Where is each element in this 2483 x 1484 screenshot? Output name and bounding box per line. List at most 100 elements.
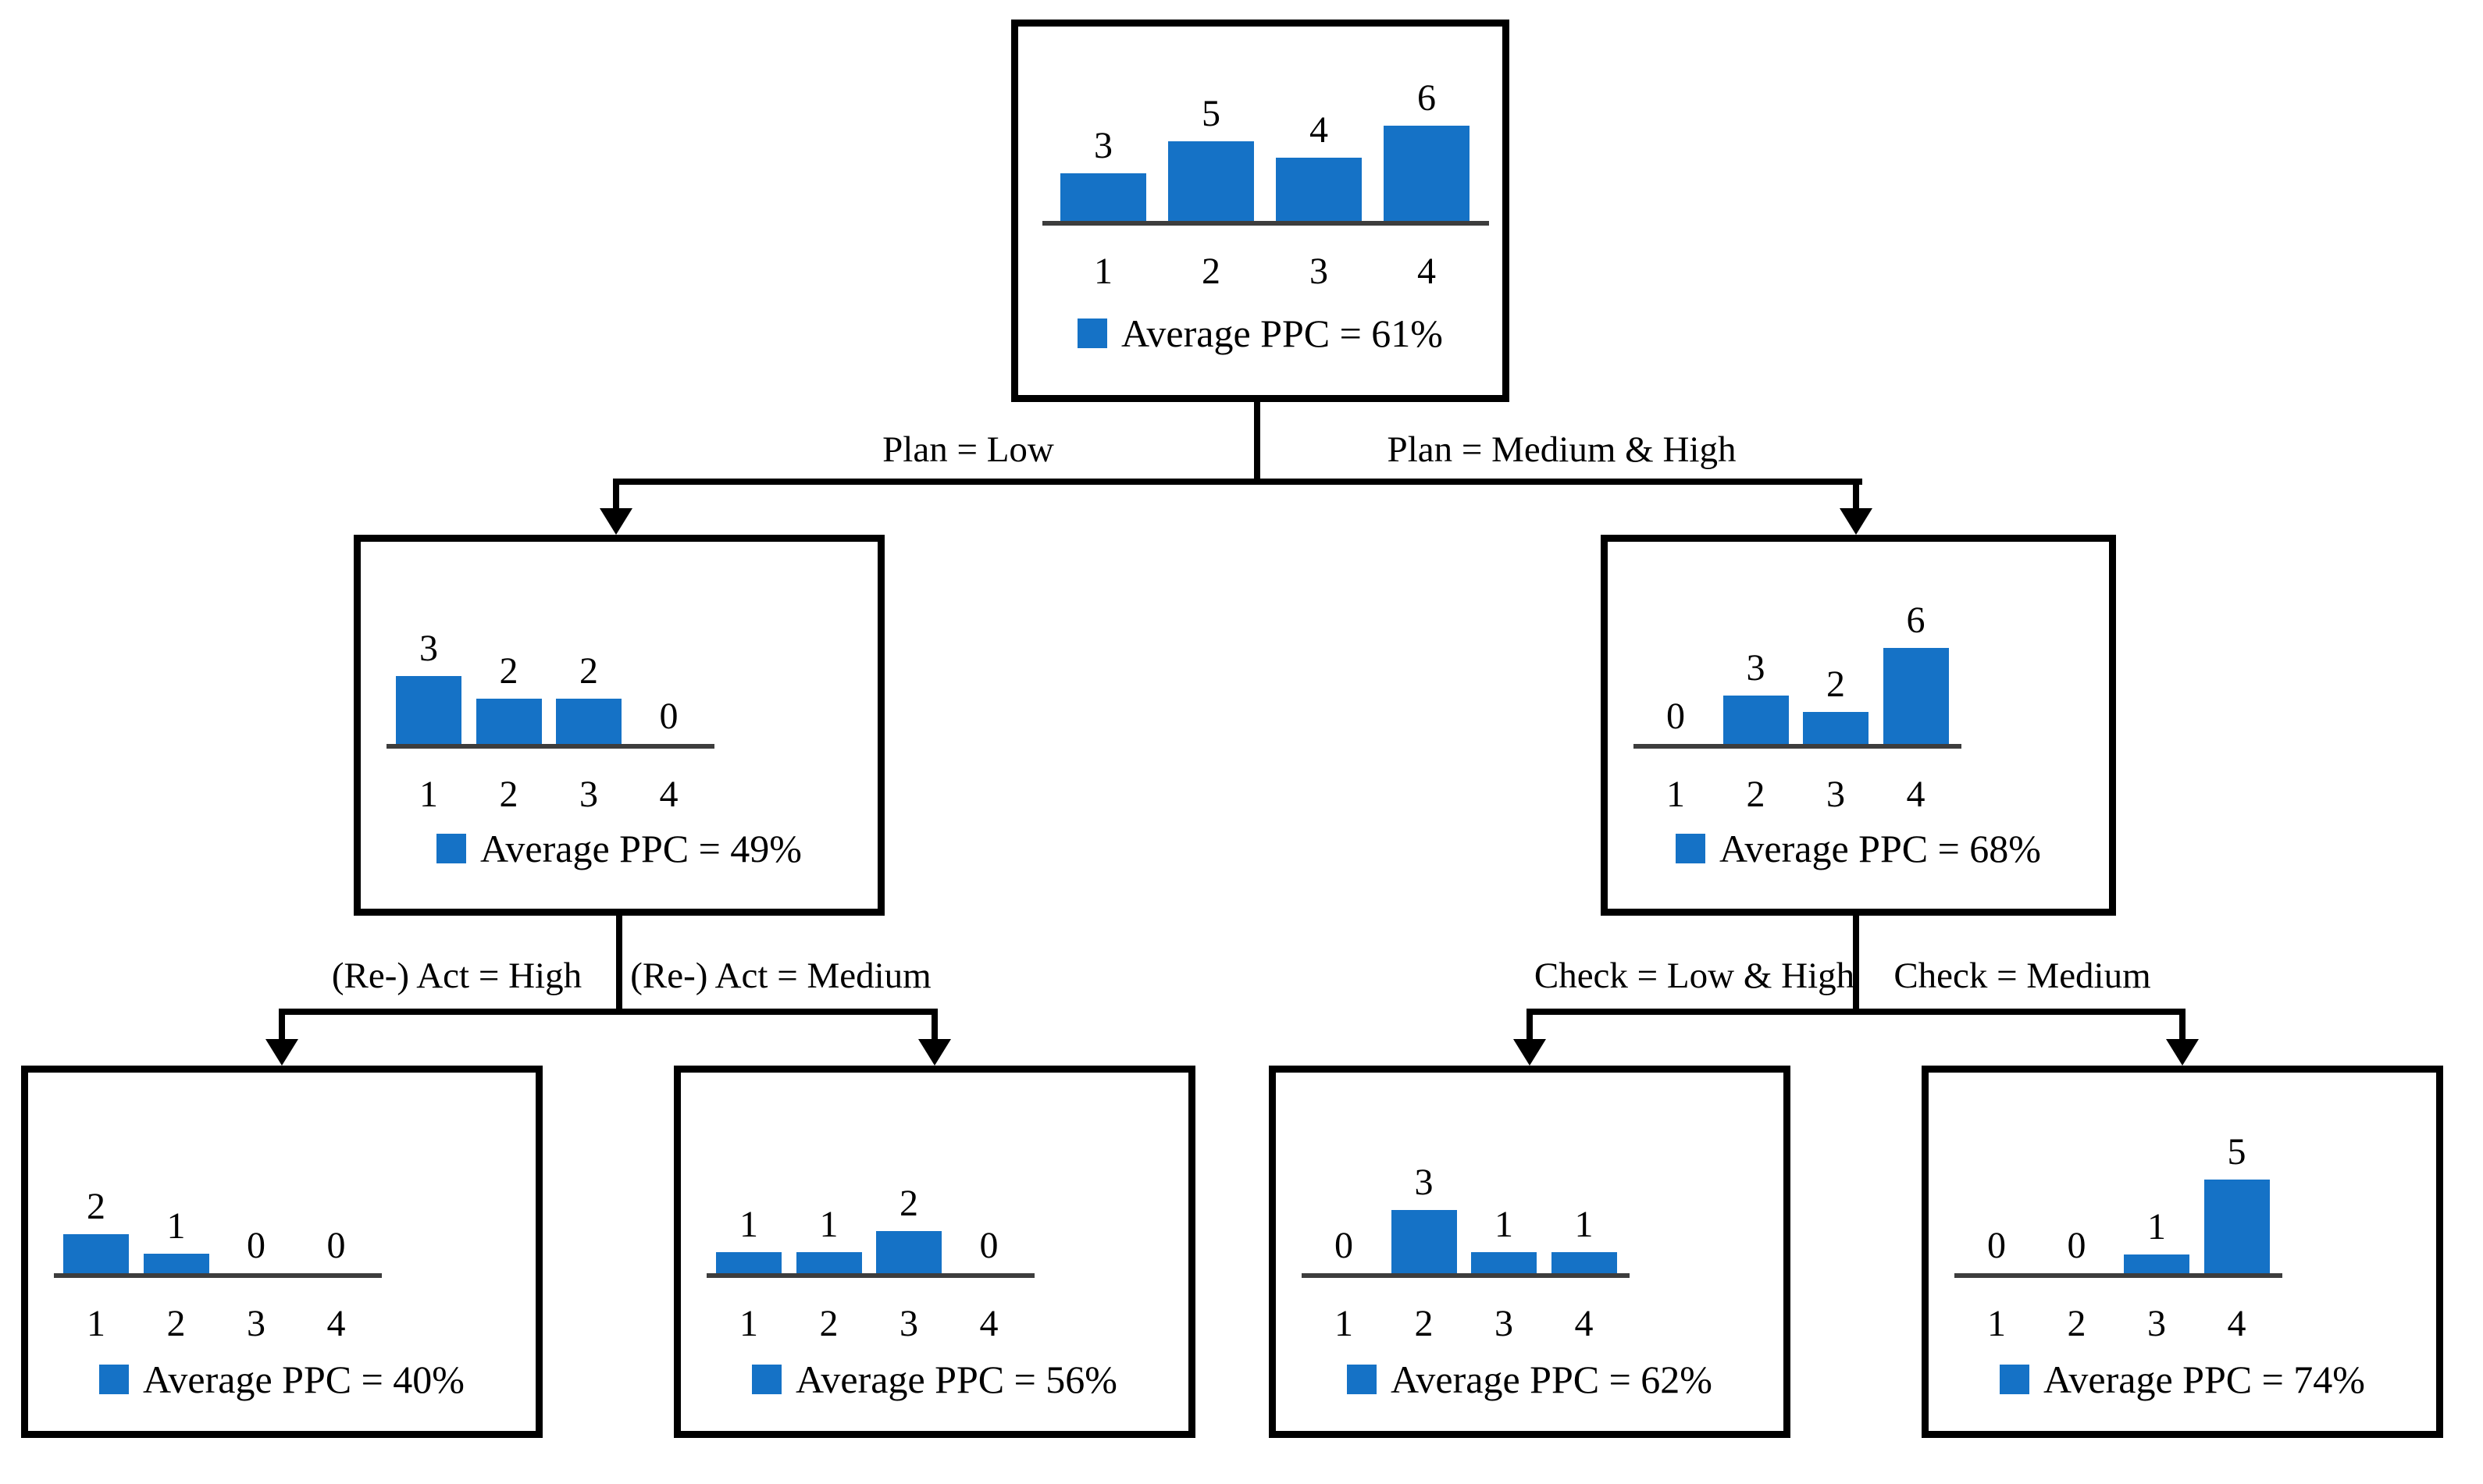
connector-line bbox=[1526, 1009, 1533, 1041]
connector-line bbox=[616, 913, 622, 1015]
bar-value-label: 0 bbox=[326, 1225, 346, 1266]
bar bbox=[143, 1254, 209, 1273]
connector-line bbox=[2179, 1009, 2186, 1041]
legend-swatch-icon bbox=[1676, 834, 1706, 863]
bar-value-label: 0 bbox=[2067, 1225, 2086, 1266]
legend-react-high: Average PPC = 40% bbox=[35, 1358, 529, 1401]
bar-value-label: 0 bbox=[979, 1225, 999, 1266]
x-tick-label: 1 bbox=[1094, 251, 1113, 292]
bar-value-label: 6 bbox=[1906, 600, 1925, 641]
bar bbox=[476, 699, 542, 744]
node-root: 3 1 5 2 4 3 6 4 Average PPC = 61% bbox=[1011, 20, 1509, 402]
connector-line bbox=[1526, 1009, 2186, 1015]
x-tick-label: 3 bbox=[2147, 1303, 2166, 1344]
bar bbox=[1060, 173, 1146, 221]
legend-label: Average PPC = 61% bbox=[1121, 311, 1443, 355]
edge-label-check-low-high: Check = Low & High bbox=[1534, 956, 1855, 996]
legend-label: Average PPC = 56% bbox=[796, 1358, 1117, 1401]
arrow-down-icon bbox=[1513, 1039, 1546, 1066]
legend-label: Average PPC = 49% bbox=[480, 827, 802, 870]
node-plan-low: 3 1 2 2 2 3 0 4 Average PPC = 49% bbox=[354, 535, 885, 916]
legend-check-medium: Average PPC = 74% bbox=[1936, 1358, 2429, 1401]
x-tick-label: 1 bbox=[1334, 1303, 1353, 1344]
x-tick-label: 1 bbox=[1666, 774, 1685, 815]
bar-value-label: 1 bbox=[1574, 1204, 1594, 1245]
arrow-down-icon bbox=[1840, 508, 1872, 535]
x-tick-label: 2 bbox=[1414, 1303, 1434, 1344]
node-react-high: 2 1 1 2 0 3 0 4 Average PPC = 40% bbox=[21, 1066, 543, 1438]
legend-label: Average PPC = 40% bbox=[143, 1358, 465, 1401]
edge-label-plan-low: Plan = Low bbox=[882, 429, 1054, 470]
x-tick-label: 1 bbox=[739, 1303, 758, 1344]
x-axis-line bbox=[387, 744, 714, 749]
legend-plan-medium-high: Average PPC = 68% bbox=[1615, 827, 2102, 870]
bar bbox=[1883, 648, 1949, 744]
edge-label-react-high: (Re-) Act = High bbox=[331, 956, 582, 996]
bar-chart-check-low-high: 0 1 3 2 1 3 1 4 bbox=[1283, 1080, 1776, 1424]
node-plan-medium-high: 0 1 3 2 2 3 6 4 Average PPC = 68% bbox=[1601, 535, 2116, 916]
bar bbox=[796, 1252, 862, 1273]
bar-value-label: 1 bbox=[2147, 1206, 2166, 1247]
x-tick-label: 2 bbox=[819, 1303, 839, 1344]
x-axis-line bbox=[1302, 1273, 1630, 1278]
x-tick-label: 2 bbox=[1202, 251, 1220, 292]
arrow-down-icon bbox=[2166, 1039, 2199, 1066]
connector-line bbox=[932, 1009, 938, 1041]
legend-root: Average PPC = 61% bbox=[1025, 311, 1495, 355]
x-tick-label: 3 bbox=[900, 1303, 918, 1344]
x-axis-line bbox=[707, 1273, 1035, 1278]
bar-value-label: 6 bbox=[1417, 77, 1436, 119]
node-react-medium: 1 1 1 2 2 3 0 4 Average PPC = 56% bbox=[674, 1066, 1195, 1438]
bar-value-label: 1 bbox=[1494, 1204, 1513, 1245]
x-tick-label: 2 bbox=[2067, 1303, 2086, 1344]
bar bbox=[1551, 1252, 1617, 1273]
x-tick-label: 2 bbox=[499, 774, 518, 815]
bar bbox=[876, 1231, 942, 1273]
bar bbox=[716, 1252, 782, 1273]
bar bbox=[1722, 696, 1789, 744]
bar-value-label: 3 bbox=[1414, 1162, 1434, 1203]
arrow-down-icon bbox=[918, 1039, 951, 1066]
bar-value-label: 3 bbox=[1746, 647, 1765, 689]
legend-swatch-icon bbox=[752, 1365, 782, 1394]
bar-chart-react-medium: 1 1 1 2 2 3 0 4 bbox=[688, 1080, 1181, 1424]
bar bbox=[396, 676, 461, 744]
connector-line bbox=[1853, 479, 1859, 511]
x-tick-label: 4 bbox=[1906, 774, 1925, 815]
x-axis-line bbox=[1954, 1273, 2282, 1278]
bar-value-label: 0 bbox=[1666, 696, 1685, 737]
bar-chart-react-high: 2 1 1 2 0 3 0 4 bbox=[35, 1080, 529, 1424]
bar-value-label: 5 bbox=[1202, 93, 1220, 134]
legend-swatch-icon bbox=[99, 1365, 130, 1394]
legend-check-low-high: Average PPC = 62% bbox=[1283, 1358, 1776, 1401]
x-tick-label: 4 bbox=[659, 774, 679, 815]
node-check-medium: 0 1 0 2 1 3 5 4 Average PPC = 74% bbox=[1922, 1066, 2443, 1438]
edge-label-plan-medium-high: Plan = Medium & High bbox=[1387, 429, 1737, 470]
legend-label: Average PPC = 62% bbox=[1391, 1358, 1712, 1401]
x-axis-line bbox=[54, 1273, 382, 1278]
bar-value-label: 4 bbox=[1309, 109, 1328, 151]
legend-react-medium: Average PPC = 56% bbox=[688, 1358, 1181, 1401]
x-tick-label: 4 bbox=[979, 1303, 999, 1344]
x-tick-label: 1 bbox=[419, 774, 438, 815]
x-tick-label: 3 bbox=[1309, 251, 1328, 292]
x-tick-label: 4 bbox=[2227, 1303, 2246, 1344]
bar-chart-check-medium: 0 1 0 2 1 3 5 4 bbox=[1936, 1080, 2429, 1424]
bar-value-label: 0 bbox=[247, 1225, 265, 1266]
connector-line bbox=[613, 479, 619, 511]
connector-line bbox=[1254, 400, 1260, 482]
x-tick-label: 1 bbox=[87, 1303, 105, 1344]
connector-line bbox=[279, 1009, 938, 1015]
x-tick-label: 4 bbox=[326, 1303, 346, 1344]
bar bbox=[1276, 158, 1362, 221]
x-axis-line bbox=[1633, 744, 1961, 749]
x-tick-label: 3 bbox=[1826, 774, 1845, 815]
legend-plan-low: Average PPC = 49% bbox=[368, 827, 871, 870]
bar-value-label: 2 bbox=[900, 1183, 918, 1224]
connector-line bbox=[1853, 913, 1859, 1015]
x-tick-label: 2 bbox=[166, 1303, 186, 1344]
legend-swatch-icon bbox=[436, 834, 467, 863]
bar-value-label: 2 bbox=[87, 1186, 105, 1227]
legend-swatch-icon bbox=[1347, 1365, 1377, 1394]
bar-value-label: 3 bbox=[1094, 125, 1113, 166]
